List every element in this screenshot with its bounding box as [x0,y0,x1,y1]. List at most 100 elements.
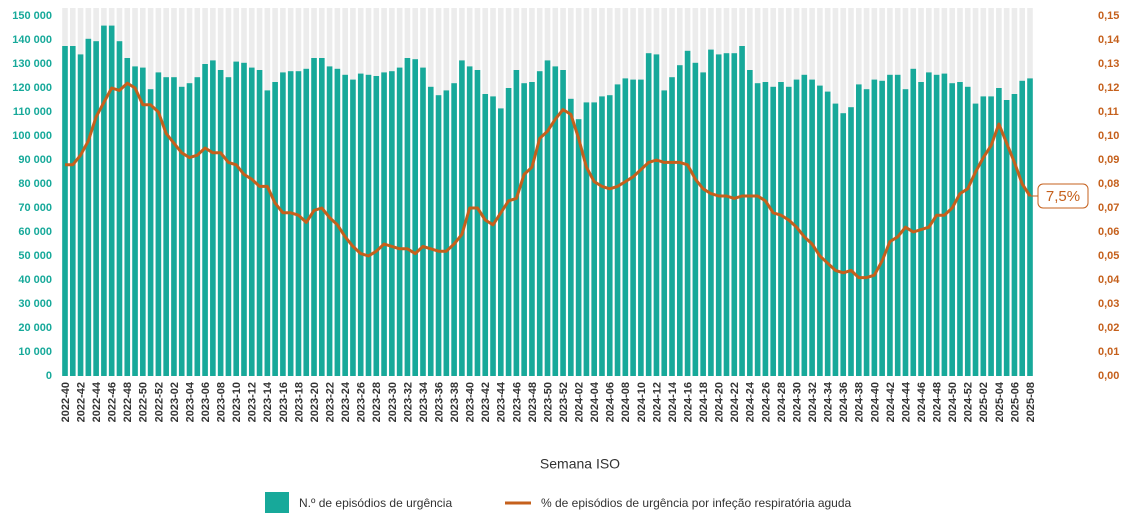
bar [443,90,450,377]
bar [599,96,605,377]
x-tick-label: 2023-38 [449,382,461,422]
bar [747,70,753,376]
bar [132,66,138,377]
bar [435,95,442,376]
bar [217,70,224,376]
bar [194,77,201,376]
x-tick-label: 2023-42 [480,382,492,422]
y2-tick-label: 0,04 [1098,274,1120,286]
y2-tick-label: 0,14 [1098,34,1120,46]
bar [606,95,613,376]
bar [202,64,208,376]
x-tick-label: 2023-28 [371,382,383,422]
bar [163,77,169,376]
bar [957,82,963,376]
x-tick-label: 2025-04 [994,381,1006,422]
x-tick-label: 2024-10 [636,382,648,422]
bar [1027,78,1033,377]
legend-swatch [265,492,289,513]
bar [280,72,286,377]
bar [171,77,177,376]
bar [69,46,76,376]
bar [824,91,831,376]
bar [941,73,948,376]
bar [552,66,559,377]
line [65,81,1032,280]
bar [739,46,745,376]
bar [498,108,504,377]
bar [186,83,193,376]
x-tick-label: 2025-06 [1009,382,1021,422]
bar [933,74,940,377]
y-tick-label: 90 000 [18,154,52,166]
x-tick-label: 2023-22 [325,382,337,422]
bar [1011,94,1018,376]
bar [389,71,395,376]
bar [459,60,465,377]
bar [248,67,255,376]
y2-tick-label: 0,05 [1098,250,1119,262]
bar [474,70,481,376]
bar [832,103,839,376]
y2-tick-label: 0,01 [1098,346,1119,358]
x-tick-label: 2024-32 [807,382,819,422]
bar [311,58,317,376]
x-tick-label: 2024-42 [885,382,897,422]
y-tick-label: 150 000 [12,10,52,22]
bar [785,86,792,377]
x-tick-label: 2023-02 [169,382,181,422]
bar [653,54,660,377]
bar [381,72,387,377]
bar [568,98,574,377]
x-tick-label: 2022-48 [122,382,134,422]
y2-tick-label: 0,10 [1098,130,1119,142]
bar [147,89,154,376]
end-label: 7,5% [1046,188,1080,205]
bar [762,82,769,376]
x-tick-label: 2022-46 [107,382,119,422]
y2-tick-label: 0,13 [1098,58,1119,70]
y-tick-label: 140 000 [12,34,52,46]
y2-tick-label: 0,07 [1098,202,1119,214]
legend-label: N.º de episódios de urgência [299,496,452,510]
bar [342,74,348,377]
bar [62,46,68,376]
x-tick-label: 2024-22 [729,382,741,422]
x-tick-label: 2023-04 [184,381,196,422]
x-tick-label: 2023-12 [247,382,259,422]
bar [225,77,232,376]
x-tick-label: 2024-50 [947,382,959,422]
bar [770,86,776,377]
bar [676,65,683,376]
bar [684,50,691,377]
bar [980,96,987,377]
y-tick-label: 100 000 [12,130,52,142]
bar [801,74,808,377]
bar [287,71,294,376]
bar [661,90,668,377]
bar [536,71,543,376]
y-tick-label: 50 000 [18,250,52,262]
bar [887,74,893,377]
x-tick-label: 2024-14 [667,381,679,422]
x-tick-label: 2025-02 [978,382,990,422]
bar [544,60,551,377]
x-tick-label: 2024-12 [651,382,663,422]
bar [505,88,512,376]
x-tick-label: 2023-06 [200,382,212,422]
x-tick-label: 2024-24 [745,381,757,422]
bar [778,82,784,376]
y-tick-label: 110 000 [13,106,52,118]
bar [373,76,380,376]
bar [560,70,566,376]
bar [420,67,426,376]
x-tick-label: 2023-52 [558,382,570,422]
x-tick-label: 2024-36 [838,382,850,422]
x-tick-label: 2024-26 [760,382,772,422]
y-tick-label: 0 [46,370,52,382]
y-tick-label: 120 000 [12,82,52,94]
bar [319,58,325,376]
bar [855,84,862,377]
bar [817,85,823,376]
